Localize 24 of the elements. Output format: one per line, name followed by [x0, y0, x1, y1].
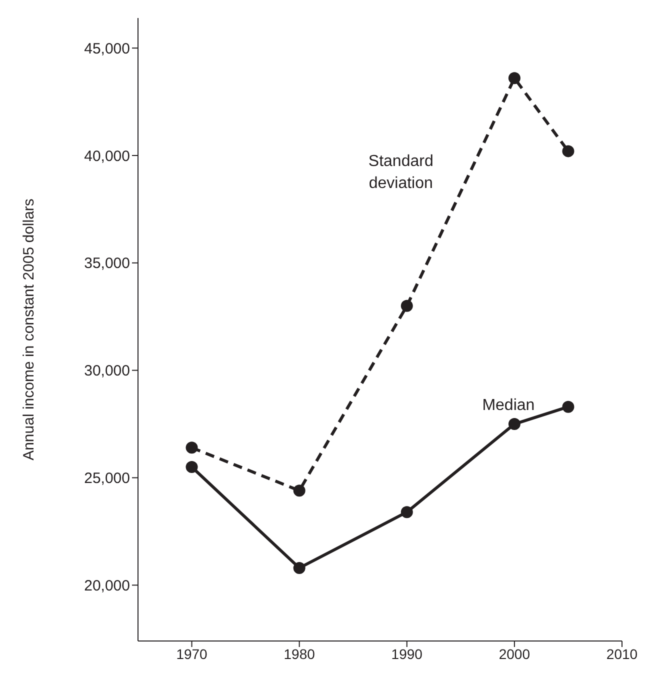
x-tick-label: 1970: [176, 646, 208, 662]
point: [562, 145, 574, 158]
point: [293, 562, 306, 574]
series-label: Standard deviation: [368, 152, 434, 192]
point: [186, 460, 198, 473]
point: [293, 484, 306, 497]
point: [400, 506, 413, 518]
y-tick-label: 20,000: [84, 577, 130, 594]
y-tick-label: 40,000: [84, 148, 130, 165]
point: [186, 442, 198, 454]
x-tick-label: 1990: [391, 646, 423, 662]
point: [562, 400, 574, 413]
y-tick-label: 35,000: [84, 255, 130, 272]
y-axis-title: Annual income in constant 2005 dollars: [20, 198, 38, 460]
point: [508, 418, 520, 430]
x-tick-label: 1980: [284, 646, 316, 662]
x-tick-label: 2000: [498, 646, 530, 662]
point: [400, 300, 413, 312]
y-tick-label: 25,000: [84, 470, 130, 488]
y-tick-label: 45,000: [84, 40, 130, 58]
y-tick-label: 30,000: [84, 362, 130, 380]
x-tick-label: 2010: [606, 646, 638, 662]
point: [508, 72, 520, 84]
series-label: Median: [482, 397, 535, 414]
